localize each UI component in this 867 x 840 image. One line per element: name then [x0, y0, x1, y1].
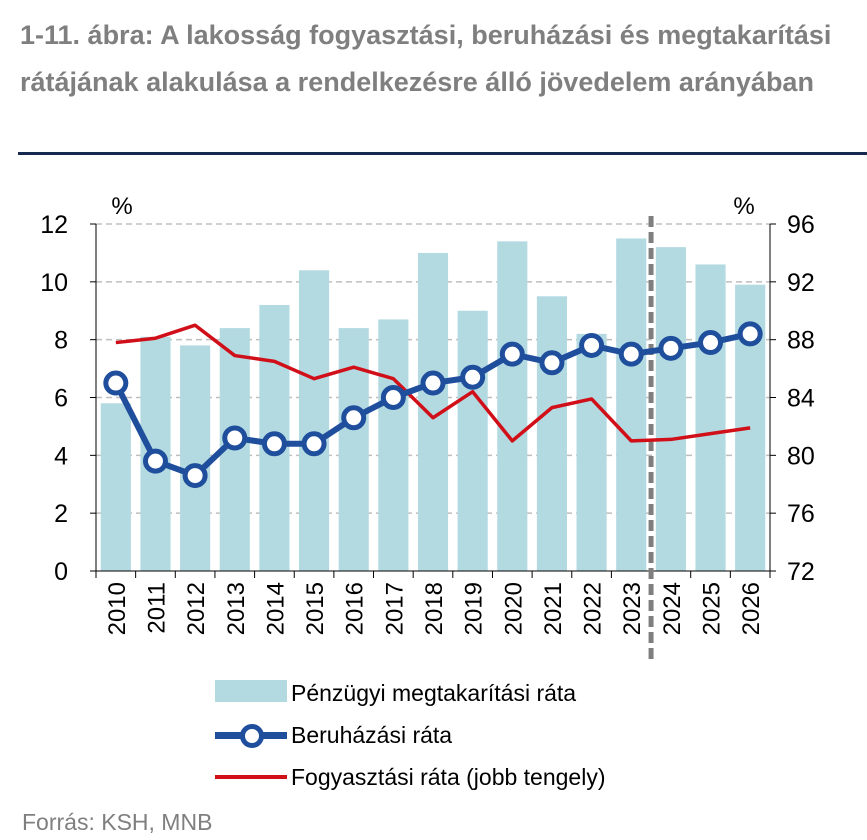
x-tick-label: 2016 — [342, 582, 369, 635]
savings-bar — [378, 319, 409, 571]
right-tick-label: 92 — [787, 269, 815, 297]
right-tick-label: 84 — [787, 385, 815, 413]
right-tick-label: 88 — [787, 327, 815, 355]
x-tick-label: 2026 — [738, 582, 765, 635]
savings-bar — [616, 238, 647, 571]
savings-bar — [655, 247, 686, 571]
left-tick-label: 6 — [54, 385, 68, 413]
investment-point — [579, 332, 605, 358]
x-tick-label: 2024 — [659, 582, 686, 635]
legend-swatch-savings — [215, 680, 287, 706]
investment-point — [301, 431, 327, 457]
investment-point — [539, 350, 565, 376]
x-tick-label: 2021 — [540, 582, 567, 635]
consumption-line — [115, 323, 751, 443]
left-tick-label: 10 — [40, 269, 68, 297]
right-tick-label: 72 — [787, 558, 815, 586]
savings-bar — [576, 333, 607, 571]
investment-point — [222, 425, 248, 451]
x-tick-label: 2011 — [143, 582, 170, 634]
investment-point — [261, 431, 287, 457]
legend-label-savings: Pénzügyi megtakarítási ráta — [291, 679, 577, 706]
legend-label-investment: Beruházási ráta — [291, 721, 453, 748]
investment-point — [341, 405, 367, 431]
left-tick-label: 0 — [54, 558, 68, 586]
x-tick-label: 2019 — [461, 582, 488, 635]
consumption-line-path — [115, 323, 751, 443]
savings-bar — [536, 296, 568, 571]
investment-point — [698, 330, 724, 356]
x-tick-label: 2013 — [223, 582, 250, 635]
legend-item-consumption: Fogyasztási ráta (jobb tengely) — [215, 756, 606, 798]
x-tick-label: 2022 — [580, 582, 607, 635]
left-tick-label: 8 — [54, 327, 68, 355]
investment-point — [618, 341, 644, 367]
x-tick-label: 2020 — [500, 582, 527, 635]
savings-bar — [457, 310, 488, 571]
right-tick-label: 80 — [787, 442, 815, 470]
legend-swatch-consumption — [215, 764, 287, 790]
axes — [90, 216, 776, 660]
right-axis-unit: % — [733, 193, 754, 220]
x-tick-label: 2012 — [183, 582, 210, 635]
legend-label-consumption: Fogyasztási ráta (jobb tengely) — [291, 763, 606, 790]
investment-point — [420, 370, 446, 396]
legend-item-investment: Beruházási ráta — [215, 714, 606, 756]
savings-bars — [100, 238, 766, 571]
savings-bar — [497, 241, 528, 571]
investment-point — [103, 370, 129, 396]
combo-chart: 0 2 4 6 8 10 12 72 76 80 84 88 92 96% % 2010 2011 2012 201… — [40, 193, 815, 660]
investment-point — [658, 335, 684, 361]
legend-item-savings: Pénzügyi megtakarítási ráta — [215, 672, 606, 714]
axis-labels: 0 2 4 6 8 10 12 72 76 80 84 88 92 96% % 2010 2011 2012 201… — [40, 193, 815, 635]
investment-point — [142, 448, 168, 474]
savings-bar — [180, 345, 211, 571]
x-tick-label: 2017 — [381, 582, 408, 635]
x-tick-label: 2023 — [619, 582, 646, 635]
savings-bar — [100, 403, 131, 571]
investment-point — [737, 321, 763, 347]
left-tick-label: 4 — [54, 442, 68, 470]
investment-point — [182, 463, 208, 489]
savings-bar — [338, 328, 369, 571]
x-tick-label: 2010 — [104, 582, 131, 635]
source-note: Forrás: KSH, MNB — [22, 809, 213, 835]
x-tick-label: 2015 — [302, 582, 329, 635]
x-tick-label: 2014 — [262, 582, 289, 635]
savings-bar — [695, 264, 726, 571]
legend: Pénzügyi megtakarítási ráta Beruházási r… — [215, 672, 606, 798]
savings-bar — [298, 270, 330, 571]
left-axis-unit: % — [111, 193, 132, 220]
legend-swatch-investment — [215, 722, 287, 748]
investment-point — [460, 364, 486, 390]
investment-point — [380, 385, 406, 410]
investment-point — [499, 341, 525, 367]
x-tick-label: 2025 — [699, 582, 726, 635]
investment-line — [103, 321, 763, 489]
chart-title: 1-11. ábra: A lakosság fogyasztási, beru… — [20, 20, 832, 97]
right-tick-label: 76 — [787, 500, 815, 528]
left-tick-label: 12 — [40, 211, 68, 239]
x-tick-label: 2018 — [421, 582, 448, 635]
title-divider — [18, 152, 867, 155]
left-tick-label: 2 — [54, 500, 68, 528]
right-tick-label: 96 — [787, 211, 815, 239]
